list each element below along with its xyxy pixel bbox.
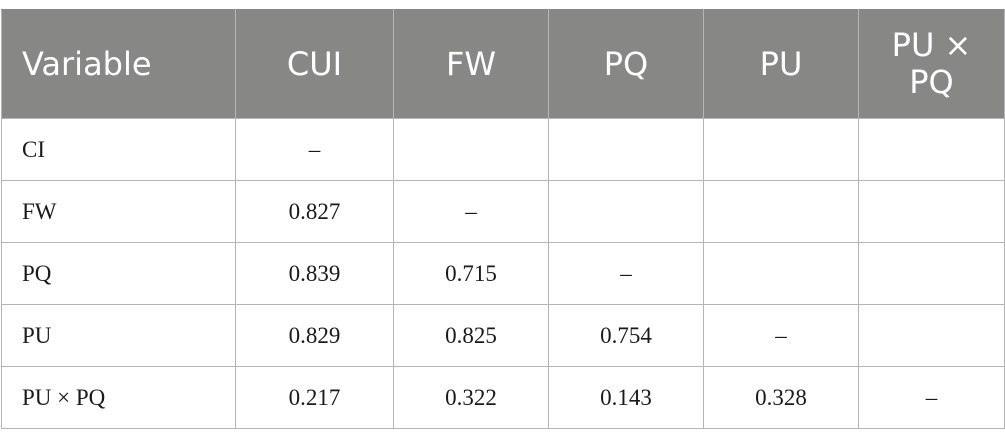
header-cell-cui: CUI: [235, 9, 394, 119]
table-body: CI – FW 0.827 – PQ 0.839 0.715 – PU 0.82…: [1, 118, 1005, 429]
table-cell: 0.322: [393, 366, 549, 429]
table-cell: 0.217: [235, 366, 394, 429]
table-cell: [393, 118, 549, 181]
header-cell-pu: PU: [703, 9, 859, 119]
row-label: CI: [1, 118, 236, 181]
table-cell: [858, 242, 1005, 305]
table-cell: –: [858, 366, 1005, 429]
table-header: Variable CUI FW PQ PU PU × PQ: [1, 9, 1005, 119]
table-cell: 0.143: [548, 366, 704, 429]
table-cell: [548, 180, 704, 243]
header-row: Variable CUI FW PQ PU PU × PQ: [1, 9, 1005, 119]
header-cell-pq: PQ: [548, 9, 704, 119]
table-row: PQ 0.839 0.715 –: [1, 242, 1005, 305]
header-cell-pu-x-pq: PU × PQ: [858, 9, 1005, 119]
correlation-table: Variable CUI FW PQ PU PU × PQ CI – FW 0.…: [1, 9, 1005, 429]
table-row: PU × PQ 0.217 0.322 0.143 0.328 –: [1, 366, 1005, 429]
header-cell-variable: Variable: [1, 9, 236, 119]
table-cell: [703, 180, 859, 243]
table-row: CI –: [1, 118, 1005, 181]
table-cell: [858, 118, 1005, 181]
table-cell: 0.825: [393, 304, 549, 367]
table-cell: [858, 304, 1005, 367]
header-cell-fw: FW: [393, 9, 549, 119]
table-cell: –: [548, 242, 704, 305]
header-cell-pu-x-pq-label: PU × PQ: [891, 26, 972, 101]
table-row: PU 0.829 0.825 0.754 –: [1, 304, 1005, 367]
table-cell: –: [703, 304, 859, 367]
table-cell: [548, 118, 704, 181]
table-cell: –: [235, 118, 394, 181]
row-label: PQ: [1, 242, 236, 305]
table-cell: 0.754: [548, 304, 704, 367]
table-cell: 0.328: [703, 366, 859, 429]
table-cell: 0.715: [393, 242, 549, 305]
table-cell: [703, 118, 859, 181]
table-cell: 0.839: [235, 242, 394, 305]
table-cell: –: [393, 180, 549, 243]
table-row: FW 0.827 –: [1, 180, 1005, 243]
table-cell: [858, 180, 1005, 243]
row-label: PU: [1, 304, 236, 367]
table-cell: 0.827: [235, 180, 394, 243]
row-label: PU × PQ: [1, 366, 236, 429]
table-cell: 0.829: [235, 304, 394, 367]
row-label: FW: [1, 180, 236, 243]
table-cell: [703, 242, 859, 305]
